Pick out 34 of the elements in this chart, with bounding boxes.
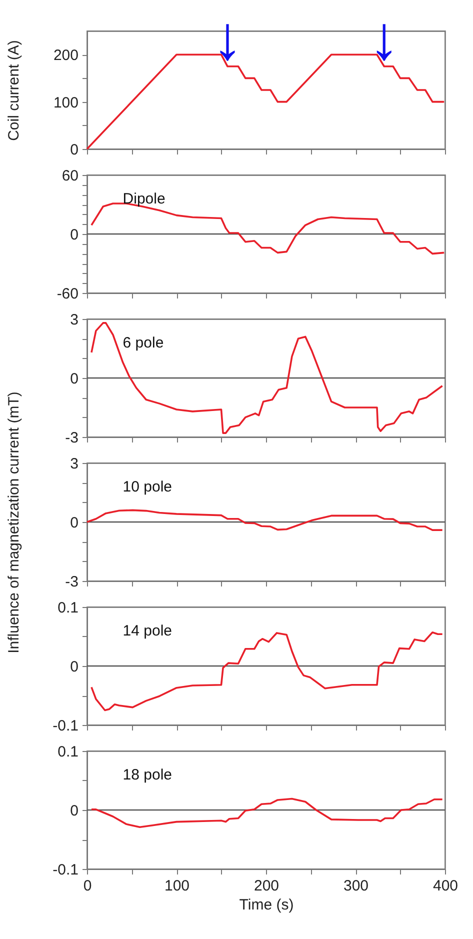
x-tick-label: 400 bbox=[432, 878, 458, 894]
y-tick-label: 0.1 bbox=[58, 744, 78, 760]
annotation: Dipole bbox=[122, 190, 166, 208]
y-tick-label: 0 bbox=[70, 514, 78, 532]
y-tick-label: -60 bbox=[56, 286, 78, 302]
y-tick-label: 0 bbox=[70, 142, 78, 158]
y-tick-label: 0.1 bbox=[58, 600, 78, 616]
y-tick-label: -3 bbox=[65, 430, 78, 446]
y-tick-label: 200 bbox=[53, 47, 78, 64]
x-tick-label: 200 bbox=[254, 878, 280, 894]
y-tick-label: 0 bbox=[70, 226, 78, 244]
annotation: 10 pole bbox=[122, 478, 172, 496]
y-tick-label: 100 bbox=[53, 94, 78, 112]
y-tick-label: -3 bbox=[65, 574, 78, 590]
y-tick-label: 0 bbox=[70, 658, 78, 676]
y-axis-title: Influence of magnetization current (mT) bbox=[6, 392, 22, 654]
x-tick-label: 0 bbox=[83, 878, 92, 894]
annotation: 18 pole bbox=[122, 766, 172, 784]
line-series bbox=[90, 322, 444, 434]
y-tick-label: 60 bbox=[62, 168, 78, 184]
y-tick-label: -0.1 bbox=[52, 862, 78, 878]
x-tick-label: 300 bbox=[343, 878, 369, 894]
line-series bbox=[90, 798, 444, 828]
y-tick-label: 3 bbox=[70, 456, 78, 472]
y-tick-label: 3 bbox=[70, 312, 78, 328]
y-tick-label: 0 bbox=[70, 370, 78, 388]
y-tick-label: -0.1 bbox=[52, 718, 78, 734]
annotation: 6 pole bbox=[122, 334, 164, 352]
x-axis-title: Time (s) bbox=[239, 896, 294, 914]
line-series bbox=[86, 509, 444, 531]
annotation: 14 pole bbox=[122, 622, 172, 640]
y-axis-title: Coil current (A) bbox=[6, 40, 22, 141]
x-tick-label: 100 bbox=[164, 878, 190, 894]
y-tick-label: 0 bbox=[70, 802, 78, 820]
